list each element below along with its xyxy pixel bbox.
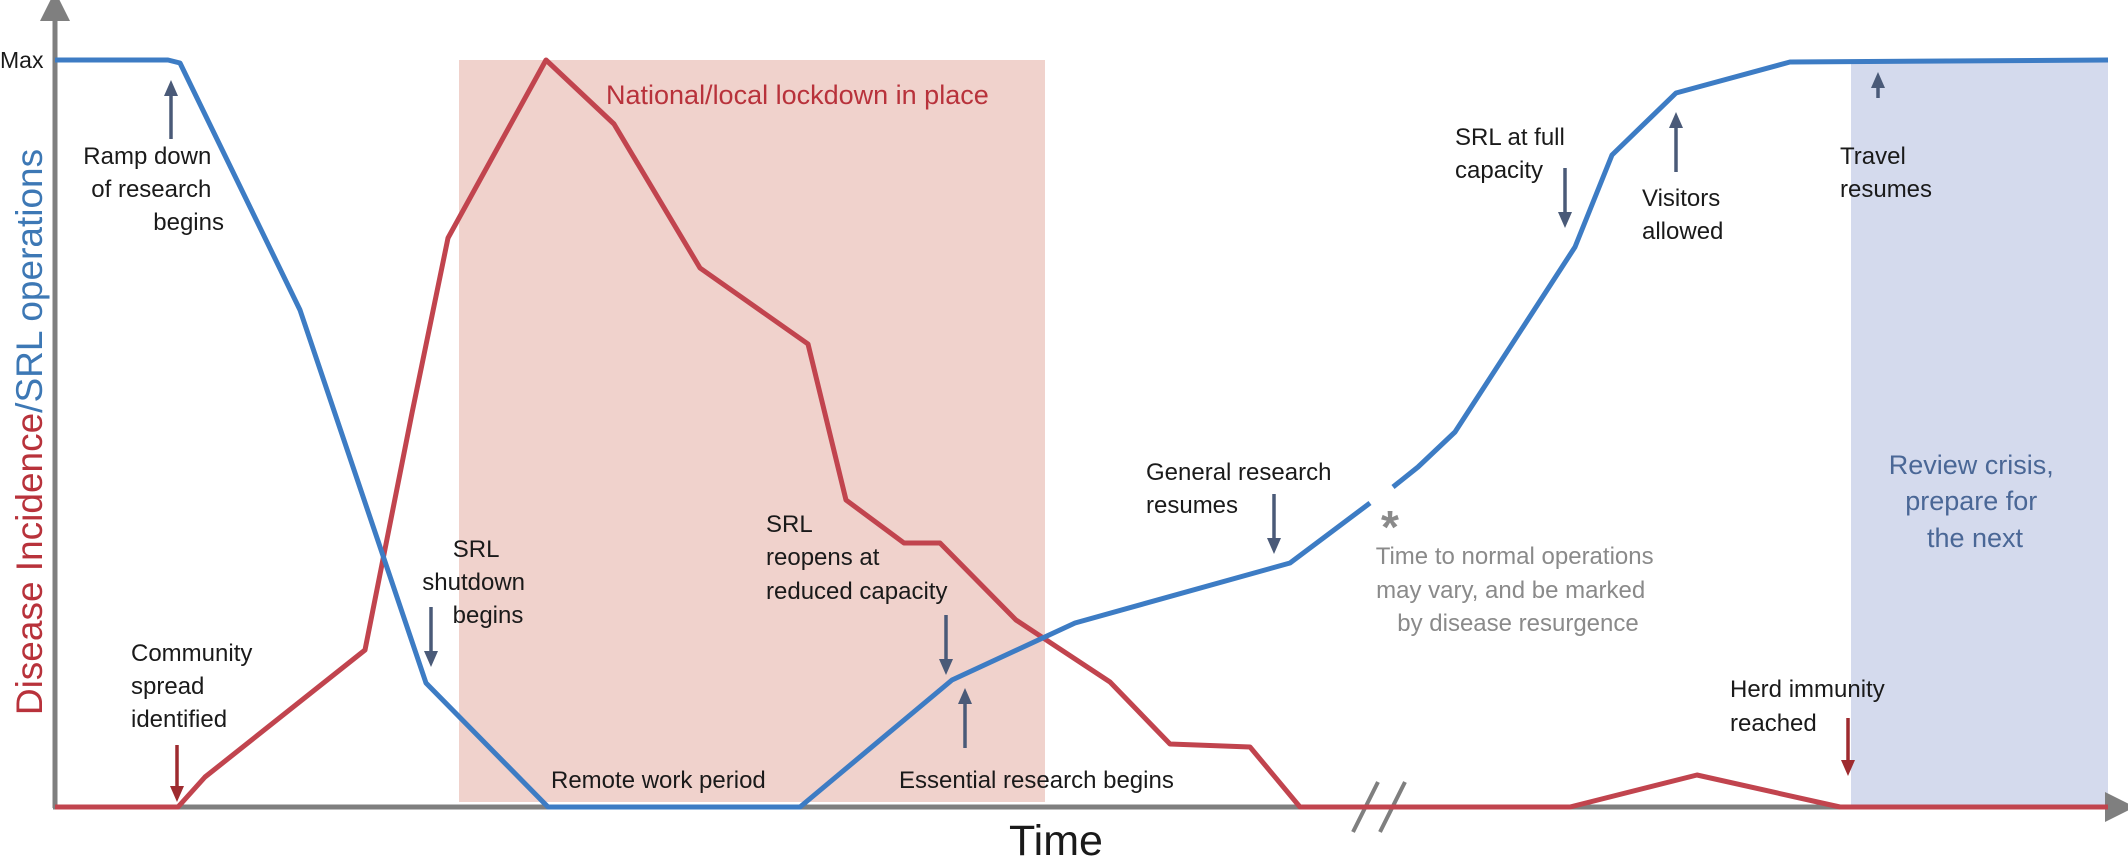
community-line-1: Community bbox=[131, 640, 252, 667]
reopens-line-2: reopens at bbox=[766, 544, 880, 571]
review-label: Review crisis, prepare for the next bbox=[1889, 450, 2062, 553]
visitors-line-2: allowed bbox=[1642, 218, 1723, 245]
community-label: Community spread identified bbox=[131, 640, 259, 733]
review-label-line-1: Review crisis, bbox=[1889, 450, 2054, 480]
reopens-arrowhead bbox=[939, 659, 953, 675]
full-capacity-line-1: SRL at full bbox=[1455, 124, 1565, 151]
normal-ops-note: Time to normal operations may vary, and … bbox=[1376, 543, 1661, 637]
shutdown-label: SRL shutdown begins bbox=[422, 536, 531, 629]
herd-line-1: Herd immunity bbox=[1730, 676, 1885, 703]
review-region bbox=[1851, 60, 2108, 807]
travel-arrowhead bbox=[1871, 72, 1885, 88]
ramp-down-line-2: of research bbox=[91, 176, 211, 203]
visitors-line-1: Visitors bbox=[1642, 185, 1720, 212]
y-axis-label-disease: Disease Incidence bbox=[9, 413, 50, 715]
ramp-down-label: Ramp down of research begins bbox=[83, 143, 224, 236]
general-arrowhead bbox=[1267, 538, 1281, 554]
reopens-line-3: reduced capacity bbox=[766, 578, 947, 605]
srl-operations-curve-1 bbox=[55, 57, 1372, 810]
ramp-down-line-1: Ramp down bbox=[83, 143, 211, 170]
note-line-2: may vary, and be marked bbox=[1376, 577, 1645, 604]
reopens-label: SRL reopens at reduced capacity bbox=[766, 511, 947, 605]
herd-line-2: reached bbox=[1730, 710, 1817, 737]
y-max-label: Max bbox=[0, 47, 44, 73]
shutdown-arrowhead bbox=[424, 651, 438, 667]
note-line-1: Time to normal operations bbox=[1376, 543, 1654, 570]
shutdown-line-1: SRL bbox=[453, 536, 499, 563]
general-line-1: General research bbox=[1146, 459, 1331, 486]
x-axis-label: Time bbox=[1009, 817, 1103, 860]
travel-line-1: Travel bbox=[1840, 143, 1906, 170]
community-line-3: identified bbox=[131, 706, 227, 733]
full-capacity-line-2: capacity bbox=[1455, 157, 1543, 184]
shutdown-line-2: shutdown bbox=[422, 569, 525, 596]
essential-label: Essential research begins bbox=[899, 767, 1174, 794]
essential-arrowhead bbox=[958, 688, 972, 704]
travel-line-2: resumes bbox=[1840, 176, 1932, 203]
full-capacity-arrowhead bbox=[1558, 212, 1572, 228]
herd-label: Herd immunity reached bbox=[1730, 676, 1891, 737]
visitors-label: Visitors allowed bbox=[1642, 185, 1727, 245]
ramp-down-line-3: begins bbox=[153, 209, 224, 236]
lockdown-region bbox=[459, 60, 1045, 802]
lockdown-label: National/local lockdown in place bbox=[606, 80, 989, 110]
reopens-line-1: SRL bbox=[766, 511, 812, 538]
community-line-2: spread bbox=[131, 673, 204, 700]
disease-incidence-curve bbox=[55, 57, 2108, 810]
asterisk-mark: * bbox=[1381, 501, 1399, 553]
travel-label: Travel resumes bbox=[1840, 143, 1932, 203]
full-capacity-label: SRL at full capacity bbox=[1455, 124, 1572, 184]
y-axis-label: Disease Incidence/SRL operations bbox=[9, 149, 50, 715]
review-label-line-2: prepare for bbox=[1905, 486, 2037, 516]
remote-work-label: Remote work period bbox=[551, 767, 766, 794]
y-axis-label-srl: /SRL operations bbox=[9, 149, 50, 413]
general-label: General research resumes bbox=[1146, 459, 1338, 519]
ramp-down-arrowhead bbox=[164, 80, 178, 96]
herd-arrowhead bbox=[1841, 760, 1855, 776]
shutdown-line-3: begins bbox=[453, 602, 524, 629]
review-label-line-3: the next bbox=[1927, 523, 2024, 553]
general-line-2: resumes bbox=[1146, 492, 1238, 519]
community-arrowhead bbox=[170, 786, 184, 802]
visitors-arrowhead bbox=[1669, 112, 1683, 128]
srl-operations-curve-2 bbox=[1391, 57, 2109, 489]
note-line-3: by disease resurgence bbox=[1397, 610, 1638, 637]
